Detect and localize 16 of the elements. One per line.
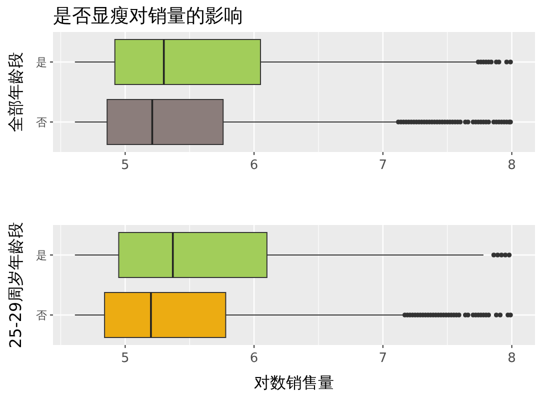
y-axis-title: 全部年龄段 [6,52,25,132]
y-tick-label: 是 [36,56,47,69]
x-tick-label: 5 [121,158,130,173]
y-tick-label: 是 [36,249,47,262]
y-axis-title: 25-29周岁年龄段 [6,222,25,348]
x-tick-label: 7 [378,351,388,366]
x-tick-label: 8 [508,351,516,366]
x-tick-label: 6 [250,158,258,173]
x-tick-label: 8 [508,158,516,173]
y-tick-label: 否 [36,116,47,129]
x-tick-label: 6 [250,351,258,366]
y-tick-label: 否 [36,309,47,322]
chart-title: 是否显瘦对销量的影响 [53,5,243,27]
x-tick-label: 7 [378,158,388,173]
x-tick-label: 5 [121,351,130,366]
x-axis-title: 对数销售量 [254,373,334,392]
